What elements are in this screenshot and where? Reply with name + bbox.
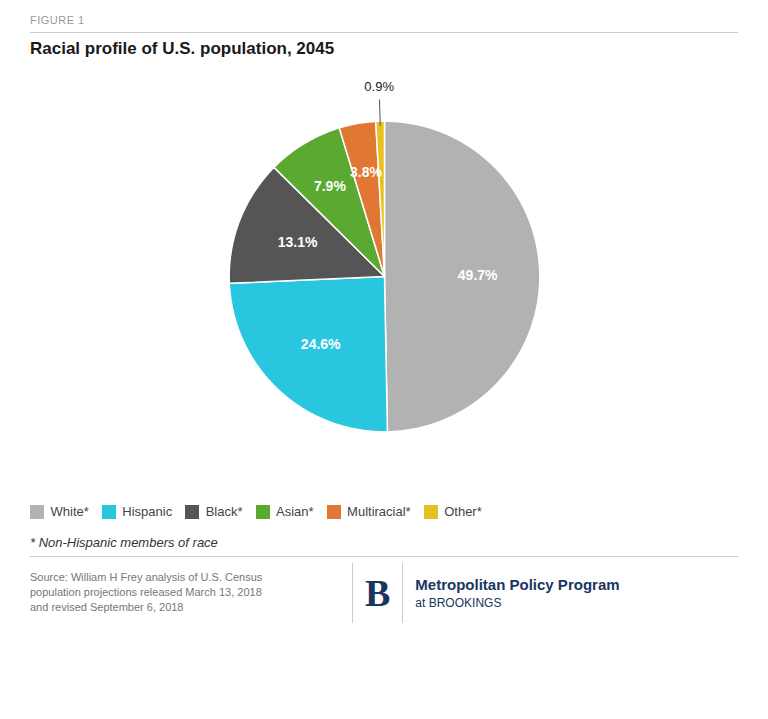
html-text:at BROOKINGS: at BROOKINGS [415,595,502,610]
html-text:Black*: Black* [205,504,243,519]
html-text:* Non-Hispanic members of race: * Non-Hispanic members of race [30,534,218,550]
html-text:Metropolitan Policy Program: Metropolitan Policy Program [415,575,620,593]
html-text:Multiracial*: Multiracial* [347,504,411,519]
html-text:Racial profile of U.S. populat: Racial profile of U.S. population, 2045 [30,39,335,58]
svg-text:3.8%: 3.8% [350,164,382,180]
svg-text:24.6%: 24.6% [301,336,341,352]
html-text:White*: White* [50,504,89,519]
svg-text:0.9%: 0.9% [364,79,394,94]
html-text:and revised September 6, 2018: and revised September 6, 2018 [30,600,184,613]
html-text:B: B [365,571,391,614]
svg-text:7.9%: 7.9% [314,178,346,194]
svg-text:49.7%: 49.7% [458,267,498,283]
svg-text:13.1%: 13.1% [278,234,318,250]
html-text:Other*: Other* [444,504,482,519]
html-text:population projections release: population projections released March 13… [30,586,262,599]
html-text:FIGURE 1: FIGURE 1 [30,14,85,26]
html-text:Asian*: Asian* [276,504,314,519]
html-text:Hispanic: Hispanic [122,504,173,519]
html-text:Source: William H Frey analysi: Source: William H Frey analysis of U.S. … [30,571,263,584]
